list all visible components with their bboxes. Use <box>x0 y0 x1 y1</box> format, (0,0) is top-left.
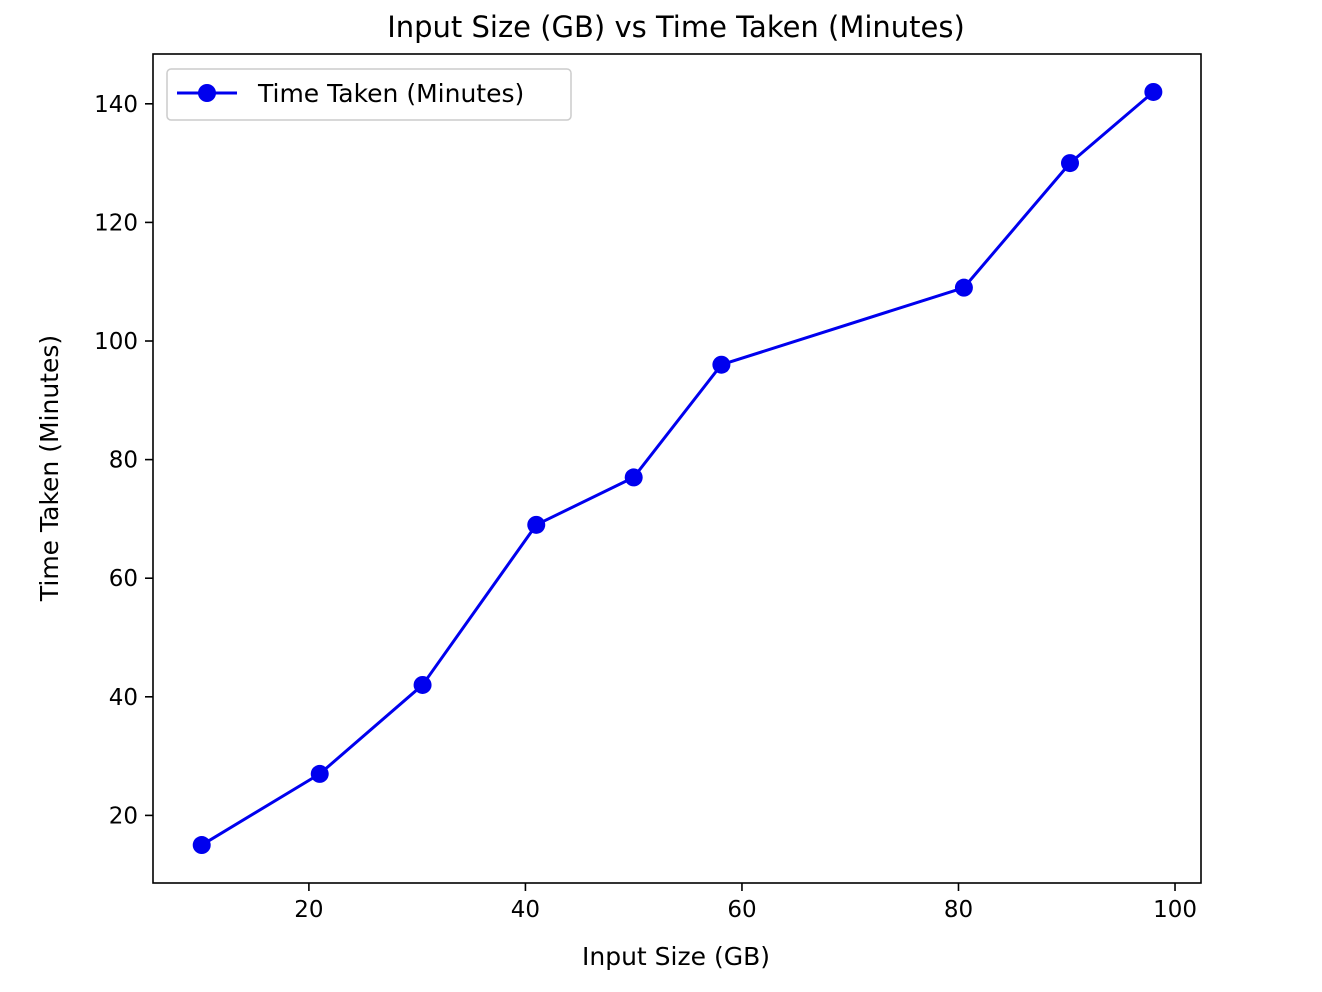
x-tick-label: 100 <box>1153 897 1197 923</box>
plot-area-frame <box>152 53 1202 884</box>
x-axis-ticks: 20 40 60 80 100 <box>294 883 1197 923</box>
y-tick-label: 40 <box>109 685 138 711</box>
data-point-marker <box>954 278 973 297</box>
data-point-marker <box>712 355 731 374</box>
data-point-marker <box>413 675 432 694</box>
y-axis-ticks: 20 40 60 80 100 120 140 <box>94 92 153 829</box>
legend-label-series-1: Time Taken (Minutes) <box>257 79 524 108</box>
data-point-marker <box>1061 154 1079 173</box>
y-tick-label: 100 <box>94 329 138 355</box>
chart-title: Input Size (GB) vs Time Taken (Minutes) <box>387 10 965 44</box>
y-tick-label: 60 <box>109 566 138 592</box>
data-point-marker <box>192 836 211 855</box>
x-tick-label: 60 <box>727 897 756 923</box>
x-tick-label: 80 <box>944 897 973 923</box>
y-tick-label: 20 <box>109 803 138 829</box>
legend: Time Taken (Minutes) <box>166 68 572 121</box>
y-tick-label: 140 <box>94 92 138 118</box>
x-tick-label: 20 <box>294 897 323 923</box>
y-tick-label: 80 <box>109 448 138 474</box>
series-layer <box>192 82 1163 855</box>
x-axis-title: Input Size (GB) <box>582 942 770 971</box>
data-point-marker <box>1144 82 1163 101</box>
x-tick-label: 40 <box>511 897 540 923</box>
data-point-marker <box>527 515 546 534</box>
legend-box <box>166 68 572 121</box>
data-point-marker <box>310 764 329 783</box>
y-tick-label: 120 <box>94 210 138 236</box>
data-point-marker <box>624 468 643 487</box>
y-axis-title: Time Taken (Minutes) <box>35 335 64 602</box>
series-line-1 <box>200 90 1155 847</box>
legend-marker-sample <box>198 84 216 102</box>
